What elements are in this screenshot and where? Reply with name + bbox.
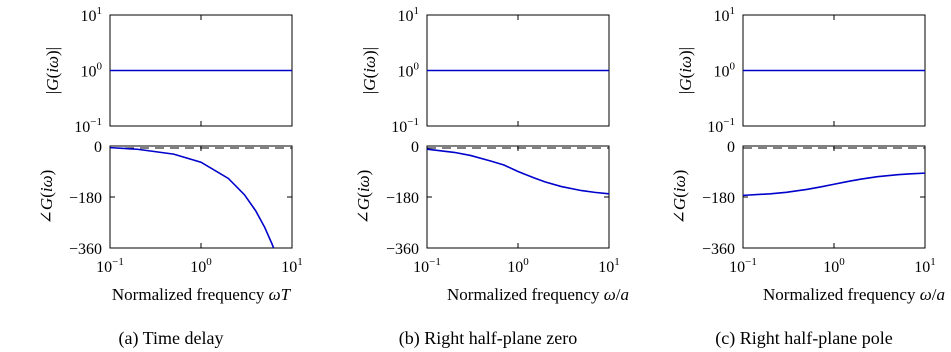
phase-ytick-label: −180	[69, 190, 102, 207]
phase-xtick-label: 10−1	[96, 256, 124, 276]
phase-xtick-label: 100	[190, 256, 212, 276]
mag-ytick-label: 100	[398, 61, 420, 81]
x-axis-label: Normalized frequency ω/a	[763, 285, 945, 304]
magnitude-ylabel: |G(iω)|	[360, 47, 379, 94]
panel-caption: (c) Right half-plane pole	[715, 328, 892, 349]
phase-xtick-label: 101	[598, 256, 620, 276]
magnitude-ylabel: |G(iω)|	[43, 47, 62, 94]
phase-axes-frame	[109, 145, 293, 249]
mag-ytick-label: 101	[398, 5, 420, 25]
mag-ytick-label: 10−1	[74, 116, 102, 136]
phase-ytick-label: −180	[386, 190, 419, 207]
phase-xtick-label: 10−1	[729, 256, 757, 276]
phase-xtick-label: 100	[823, 256, 845, 276]
phase-ylabel: ∠G(iω)	[670, 170, 689, 225]
x-axis-label: Normalized frequency ωT	[112, 285, 292, 304]
mag-ytick-label: 101	[714, 5, 736, 25]
phase-ytick-label: −180	[702, 190, 735, 207]
phase-axes-frame	[426, 145, 610, 249]
phase-ytick-label: 0	[727, 139, 735, 156]
phase-ytick-label: −360	[69, 241, 102, 258]
magnitude-plot: 10−1 100 101 |G(iω)|	[676, 5, 926, 136]
panel-caption: (b) Right half-plane zero	[399, 328, 577, 349]
x-axis-label: Normalized frequency ω/a	[447, 285, 629, 304]
mag-ytick-label: 100	[81, 61, 103, 81]
phase-xtick-label: 101	[914, 256, 936, 276]
phase-curve	[743, 172, 925, 197]
magnitude-ylabel: |G(iω)|	[676, 47, 695, 94]
mag-ytick-label: 10−1	[391, 116, 419, 136]
mag-ytick-label: 100	[714, 61, 736, 81]
mag-ytick-label: 101	[81, 5, 103, 25]
mag-ytick-label: 10−1	[707, 116, 735, 136]
phase-ytick-label: −360	[702, 241, 735, 258]
phase-curve	[427, 148, 609, 195]
phase-curve	[110, 146, 275, 248]
phase-ytick-label: −360	[386, 241, 419, 258]
phase-axes-frame	[742, 145, 926, 249]
magnitude-plot: 10−1 100 101 |G(iω)|	[43, 5, 293, 136]
phase-xtick-label: 100	[507, 256, 529, 276]
phase-xtick-label: 10−1	[413, 256, 441, 276]
phase-ytick-label: 0	[94, 139, 102, 156]
magnitude-plot: 10−1 100 101 |G(iω)|	[360, 5, 610, 136]
phase-ylabel: ∠G(iω)	[354, 170, 373, 225]
phase-xtick-label: 101	[281, 256, 303, 276]
panel-caption: (a) Time delay	[119, 328, 224, 349]
phase-ylabel: ∠G(iω)	[37, 170, 56, 225]
phase-ytick-label: 0	[411, 139, 419, 156]
